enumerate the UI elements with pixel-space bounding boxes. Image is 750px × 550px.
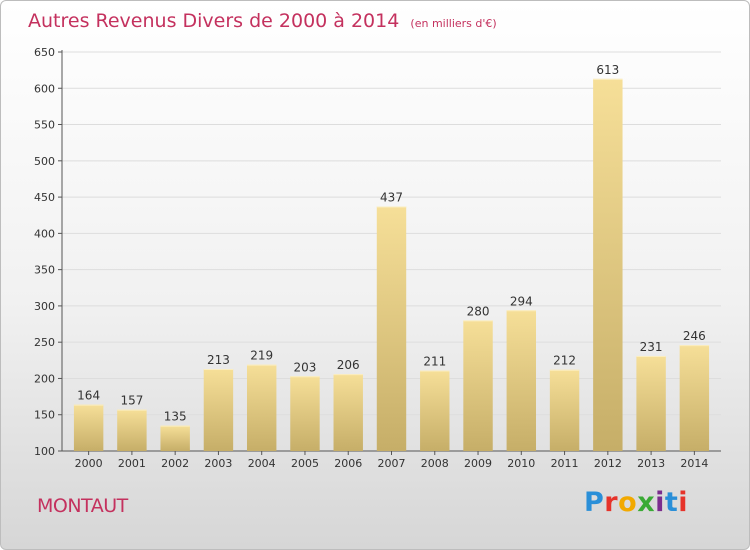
x-tick-label-2006: 2006 [334, 457, 362, 470]
bar-2013 [636, 355, 666, 451]
bar-2012 [593, 78, 623, 451]
x-tick-label-2011: 2011 [551, 457, 579, 470]
chart-title: Autres Revenus Divers de 2000 à 2014 [28, 10, 400, 32]
y-tick-label: 200 [34, 372, 55, 385]
data-label-2011: 212 [553, 354, 576, 368]
logo-letter: r [604, 487, 619, 518]
logo-letter: P [584, 487, 605, 518]
x-tick-labels: 2000 2001 2002 2003 2004 2005 2006 2007 2008 2009… [75, 457, 709, 470]
x-tick-label-2012: 2012 [594, 457, 622, 470]
data-label-2010: 294 [510, 294, 533, 308]
proxiti-logo: Proxiti [584, 487, 688, 518]
y-tick-label: 300 [34, 300, 55, 313]
y-tick-label: 100 [34, 445, 55, 458]
bar-2001 [117, 409, 147, 451]
bar-2004 [246, 364, 277, 451]
data-label-2012: 613 [596, 63, 619, 77]
x-tick-label-2000: 2000 [75, 457, 103, 470]
x-tick-label-2013: 2013 [637, 457, 665, 470]
y-tick-label: 250 [34, 336, 55, 349]
x-tick-label-2004: 2004 [248, 457, 276, 470]
x-tick-label-2010: 2010 [507, 457, 535, 470]
y-tick-label: 350 [34, 264, 55, 277]
bars [73, 78, 710, 451]
y-tick-label: 400 [34, 227, 55, 240]
y-tick-label: 500 [34, 155, 55, 168]
title-row: Autres Revenus Divers de 2000 à 2014 (en… [28, 10, 497, 32]
data-label-2007: 437 [380, 191, 403, 205]
data-label-2008: 211 [423, 354, 446, 368]
bar-2002 [160, 425, 190, 451]
bar-2008 [420, 370, 450, 451]
bar-2003 [203, 369, 234, 451]
data-label-2003: 213 [207, 353, 230, 367]
y-tick-label: 150 [34, 409, 55, 422]
data-label-2004: 219 [250, 349, 273, 363]
x-tick-label-2008: 2008 [421, 457, 449, 470]
data-labels: 164 157 135 213 219 203 206 437 211 280 294 212 613 2… [77, 63, 706, 424]
x-tick-label-2007: 2007 [378, 457, 406, 470]
y-tick-label: 600 [34, 82, 55, 95]
bar-2007 [376, 206, 407, 451]
x-tick-label-2002: 2002 [161, 457, 189, 470]
data-label-2009: 280 [467, 304, 490, 318]
x-tick-label-2009: 2009 [464, 457, 492, 470]
y-tick-label: 450 [34, 191, 55, 204]
logo-letter: t [664, 487, 679, 518]
logo-letter: x [637, 487, 656, 518]
y-tick-labels: 100 150 200 250 300 350 400 450 500 550 600 650 [34, 46, 55, 458]
y-tick-label: 650 [34, 46, 55, 59]
logo-letter: i [678, 487, 689, 518]
x-tick-label-2005: 2005 [291, 457, 319, 470]
location-name: MONTAUT [37, 495, 128, 517]
data-label-2013: 231 [640, 340, 663, 354]
x-tick-label-2014: 2014 [680, 457, 708, 470]
data-label-2005: 203 [294, 360, 317, 374]
bar-2014 [679, 345, 710, 451]
x-tick-label-2003: 2003 [204, 457, 232, 470]
data-label-2014: 246 [683, 329, 706, 343]
bar-2000 [73, 404, 104, 451]
bar-2005 [290, 376, 320, 451]
bar-2010 [506, 310, 537, 451]
data-label-2000: 164 [77, 389, 100, 403]
y-tick-label: 550 [34, 119, 55, 132]
logo-letter: i [655, 487, 665, 518]
bar-2006 [333, 374, 363, 451]
bar-2009 [463, 320, 493, 451]
chart-subtitle: (en milliers d'€) [410, 17, 497, 30]
x-tick-label-2001: 2001 [118, 457, 146, 470]
logo-letter: o [618, 487, 638, 518]
bar-2011 [549, 369, 580, 451]
data-label-2006: 206 [337, 358, 360, 372]
data-label-2002: 135 [164, 410, 187, 424]
data-label-2001: 157 [120, 394, 143, 408]
